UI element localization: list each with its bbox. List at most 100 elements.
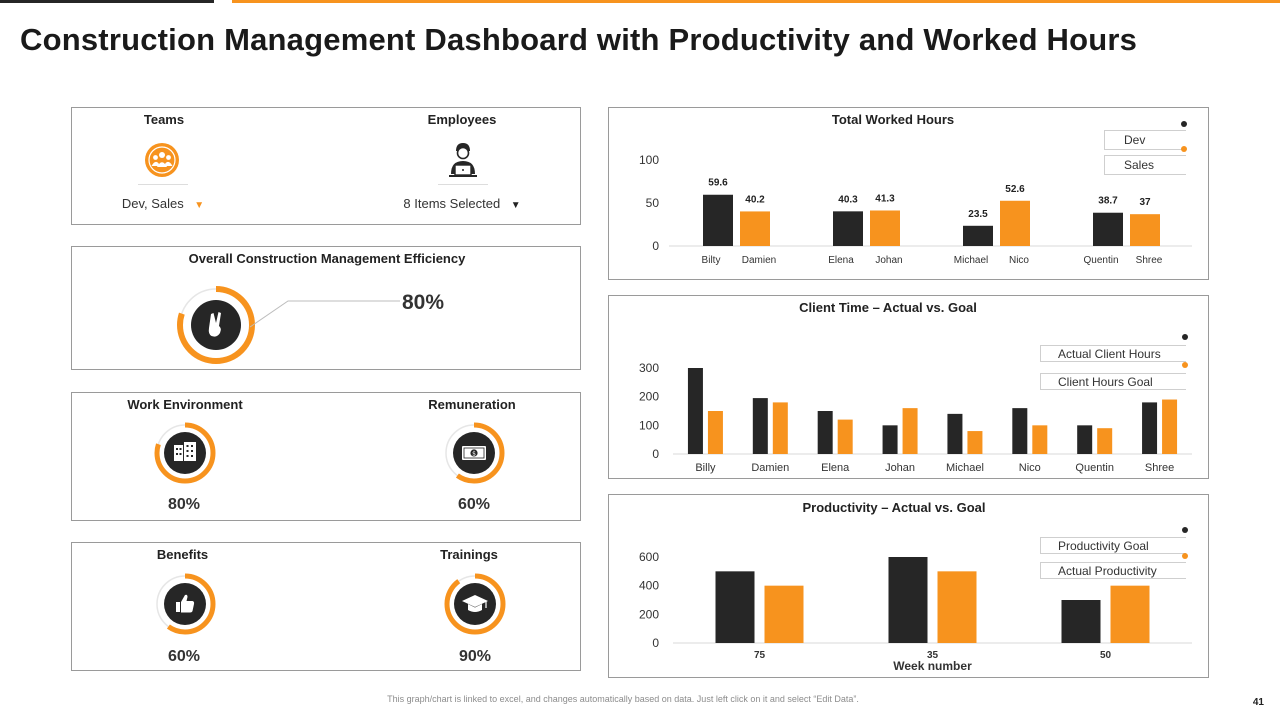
remuneration-donut	[443, 422, 505, 484]
legend-marker-orange	[1181, 146, 1187, 152]
x-tick-label: Nico	[1019, 462, 1041, 474]
efficiency-leader-line	[249, 300, 400, 328]
bar	[963, 225, 993, 246]
benefits-label: Benefits	[156, 547, 209, 562]
x-tick-label: Shree	[1145, 462, 1174, 474]
x-tick-label: Michael	[954, 255, 988, 266]
x-tick-label: 35	[927, 650, 939, 661]
svg-text:$: $	[472, 451, 476, 458]
trainings-donut	[444, 573, 506, 635]
donut-progress-arc	[154, 422, 216, 484]
bar	[1061, 600, 1101, 643]
chevron-down-icon: ▼	[510, 200, 521, 211]
donut-progress-arc	[154, 573, 216, 635]
legend-marker-dark	[1182, 334, 1188, 340]
bar	[1110, 585, 1150, 643]
team-icon	[144, 142, 180, 178]
client-time-panel: Client Time – Actual vs. Goal 0 100 200 300…	[608, 295, 1209, 479]
legend-entry-box	[1040, 373, 1186, 390]
bar	[752, 398, 768, 454]
employees-dropdown-value: 8 Items Selected	[403, 196, 501, 211]
legend-marker-orange	[1182, 553, 1188, 559]
chevron-down-icon: ▼	[194, 200, 205, 211]
bar	[764, 585, 804, 643]
legend-label: Dev	[1124, 133, 1146, 147]
teams-divider	[138, 184, 188, 185]
x-tick-label: Quentin	[1083, 255, 1118, 266]
victory-hand-icon	[190, 299, 242, 351]
data-label: 40.3	[838, 194, 858, 205]
donut-progress-arc	[177, 286, 255, 364]
top-accent-bar-orange	[232, 0, 1280, 3]
x-axis-title: Week number	[893, 659, 972, 673]
legend-entry-box	[1104, 155, 1186, 175]
legend-label: Actual Productivity	[1058, 564, 1157, 578]
bar	[1162, 399, 1178, 454]
money-bill-icon: $	[452, 431, 496, 475]
y-tick-label: 600	[639, 550, 659, 564]
efficiency-donut	[177, 286, 255, 364]
top-accent-bar-dark	[0, 0, 214, 3]
teams-dropdown[interactable]: Dev, Sales ▼	[72, 195, 254, 213]
y-tick-label: 0	[652, 239, 659, 253]
donut-progress-arc	[444, 573, 506, 635]
bar	[1077, 425, 1093, 454]
remuneration-value: 60%	[457, 496, 491, 513]
data-label: 38.7	[1098, 196, 1118, 207]
legend-entry-box	[1040, 562, 1186, 579]
employee-laptop-icon	[446, 140, 480, 180]
chart-title: Productivity – Actual vs. Goal	[802, 500, 986, 515]
y-tick-label: 50	[646, 196, 660, 210]
legend-entry-box	[1040, 537, 1186, 554]
benefits-donut	[154, 573, 216, 635]
graduation-cap-icon	[453, 582, 497, 626]
bar	[1097, 428, 1113, 454]
metrics-panel-1: Work Environment 80% Remuneration $ 60%	[71, 392, 581, 521]
trainings-label: Trainings	[440, 547, 498, 562]
y-tick-label: 0	[652, 636, 659, 650]
bar	[902, 408, 918, 454]
x-tick-label: Damien	[751, 462, 789, 474]
productivity-chart: 0 200 400 600 75 35 50 Week number	[639, 550, 1192, 673]
total-worked-hours-chart: 0 50 100 59.6 Bilty 40.2 Damien 40.3 Elena 41.3 Jo…	[639, 153, 1192, 266]
data-label: 23.5	[968, 209, 988, 220]
y-tick-label: 200	[639, 607, 659, 621]
x-tick-label: Damien	[742, 255, 776, 266]
x-tick-label: Michael	[946, 462, 984, 474]
bar	[1142, 402, 1158, 454]
x-tick-label: Shree	[1136, 255, 1163, 266]
data-label: 52.6	[1005, 184, 1025, 195]
bar	[1130, 214, 1160, 246]
chart-title: Client Time – Actual vs. Goal	[799, 300, 977, 315]
x-tick-label: Elena	[821, 462, 850, 474]
x-tick-label: 50	[1100, 650, 1112, 661]
remuneration-label: Remuneration	[428, 397, 516, 412]
productivity-panel: Productivity – Actual vs. Goal 0 200 400 60…	[608, 494, 1209, 678]
data-label: 41.3	[875, 193, 895, 204]
data-label: 59.6	[708, 178, 728, 189]
bar	[817, 411, 833, 454]
legend-marker-dark	[1182, 527, 1188, 533]
y-tick-label: 300	[639, 361, 659, 375]
legend-entry-box	[1040, 345, 1186, 362]
page-number: 41	[1252, 697, 1264, 708]
bar	[937, 571, 977, 643]
legend-label: Productivity Goal	[1058, 539, 1149, 553]
efficiency-label: Overall Construction Management Efficien…	[188, 251, 466, 266]
chart-title: Total Worked Hours	[831, 112, 955, 127]
bar	[772, 402, 788, 454]
x-tick-label: Billy	[695, 462, 716, 474]
footnote: This graph/chart is linked to excel, and…	[387, 694, 859, 704]
legend-marker-orange	[1182, 362, 1188, 368]
x-tick-label: Johan	[885, 462, 915, 474]
employees-dropdown[interactable]: 8 Items Selected ▼	[372, 195, 552, 213]
bar	[870, 210, 900, 246]
metrics-panel-2: Benefits 60% Trainings 90%	[71, 542, 581, 671]
data-label: 37	[1139, 197, 1151, 208]
work-environment-donut	[154, 422, 216, 484]
y-tick-label: 400	[639, 579, 659, 593]
page-title: Construction Management Dashboard with P…	[20, 22, 1138, 57]
work-environment-value: 80%	[167, 496, 201, 513]
work-environment-label: Work Environment	[127, 397, 243, 412]
employees-label: Employees	[427, 112, 497, 127]
